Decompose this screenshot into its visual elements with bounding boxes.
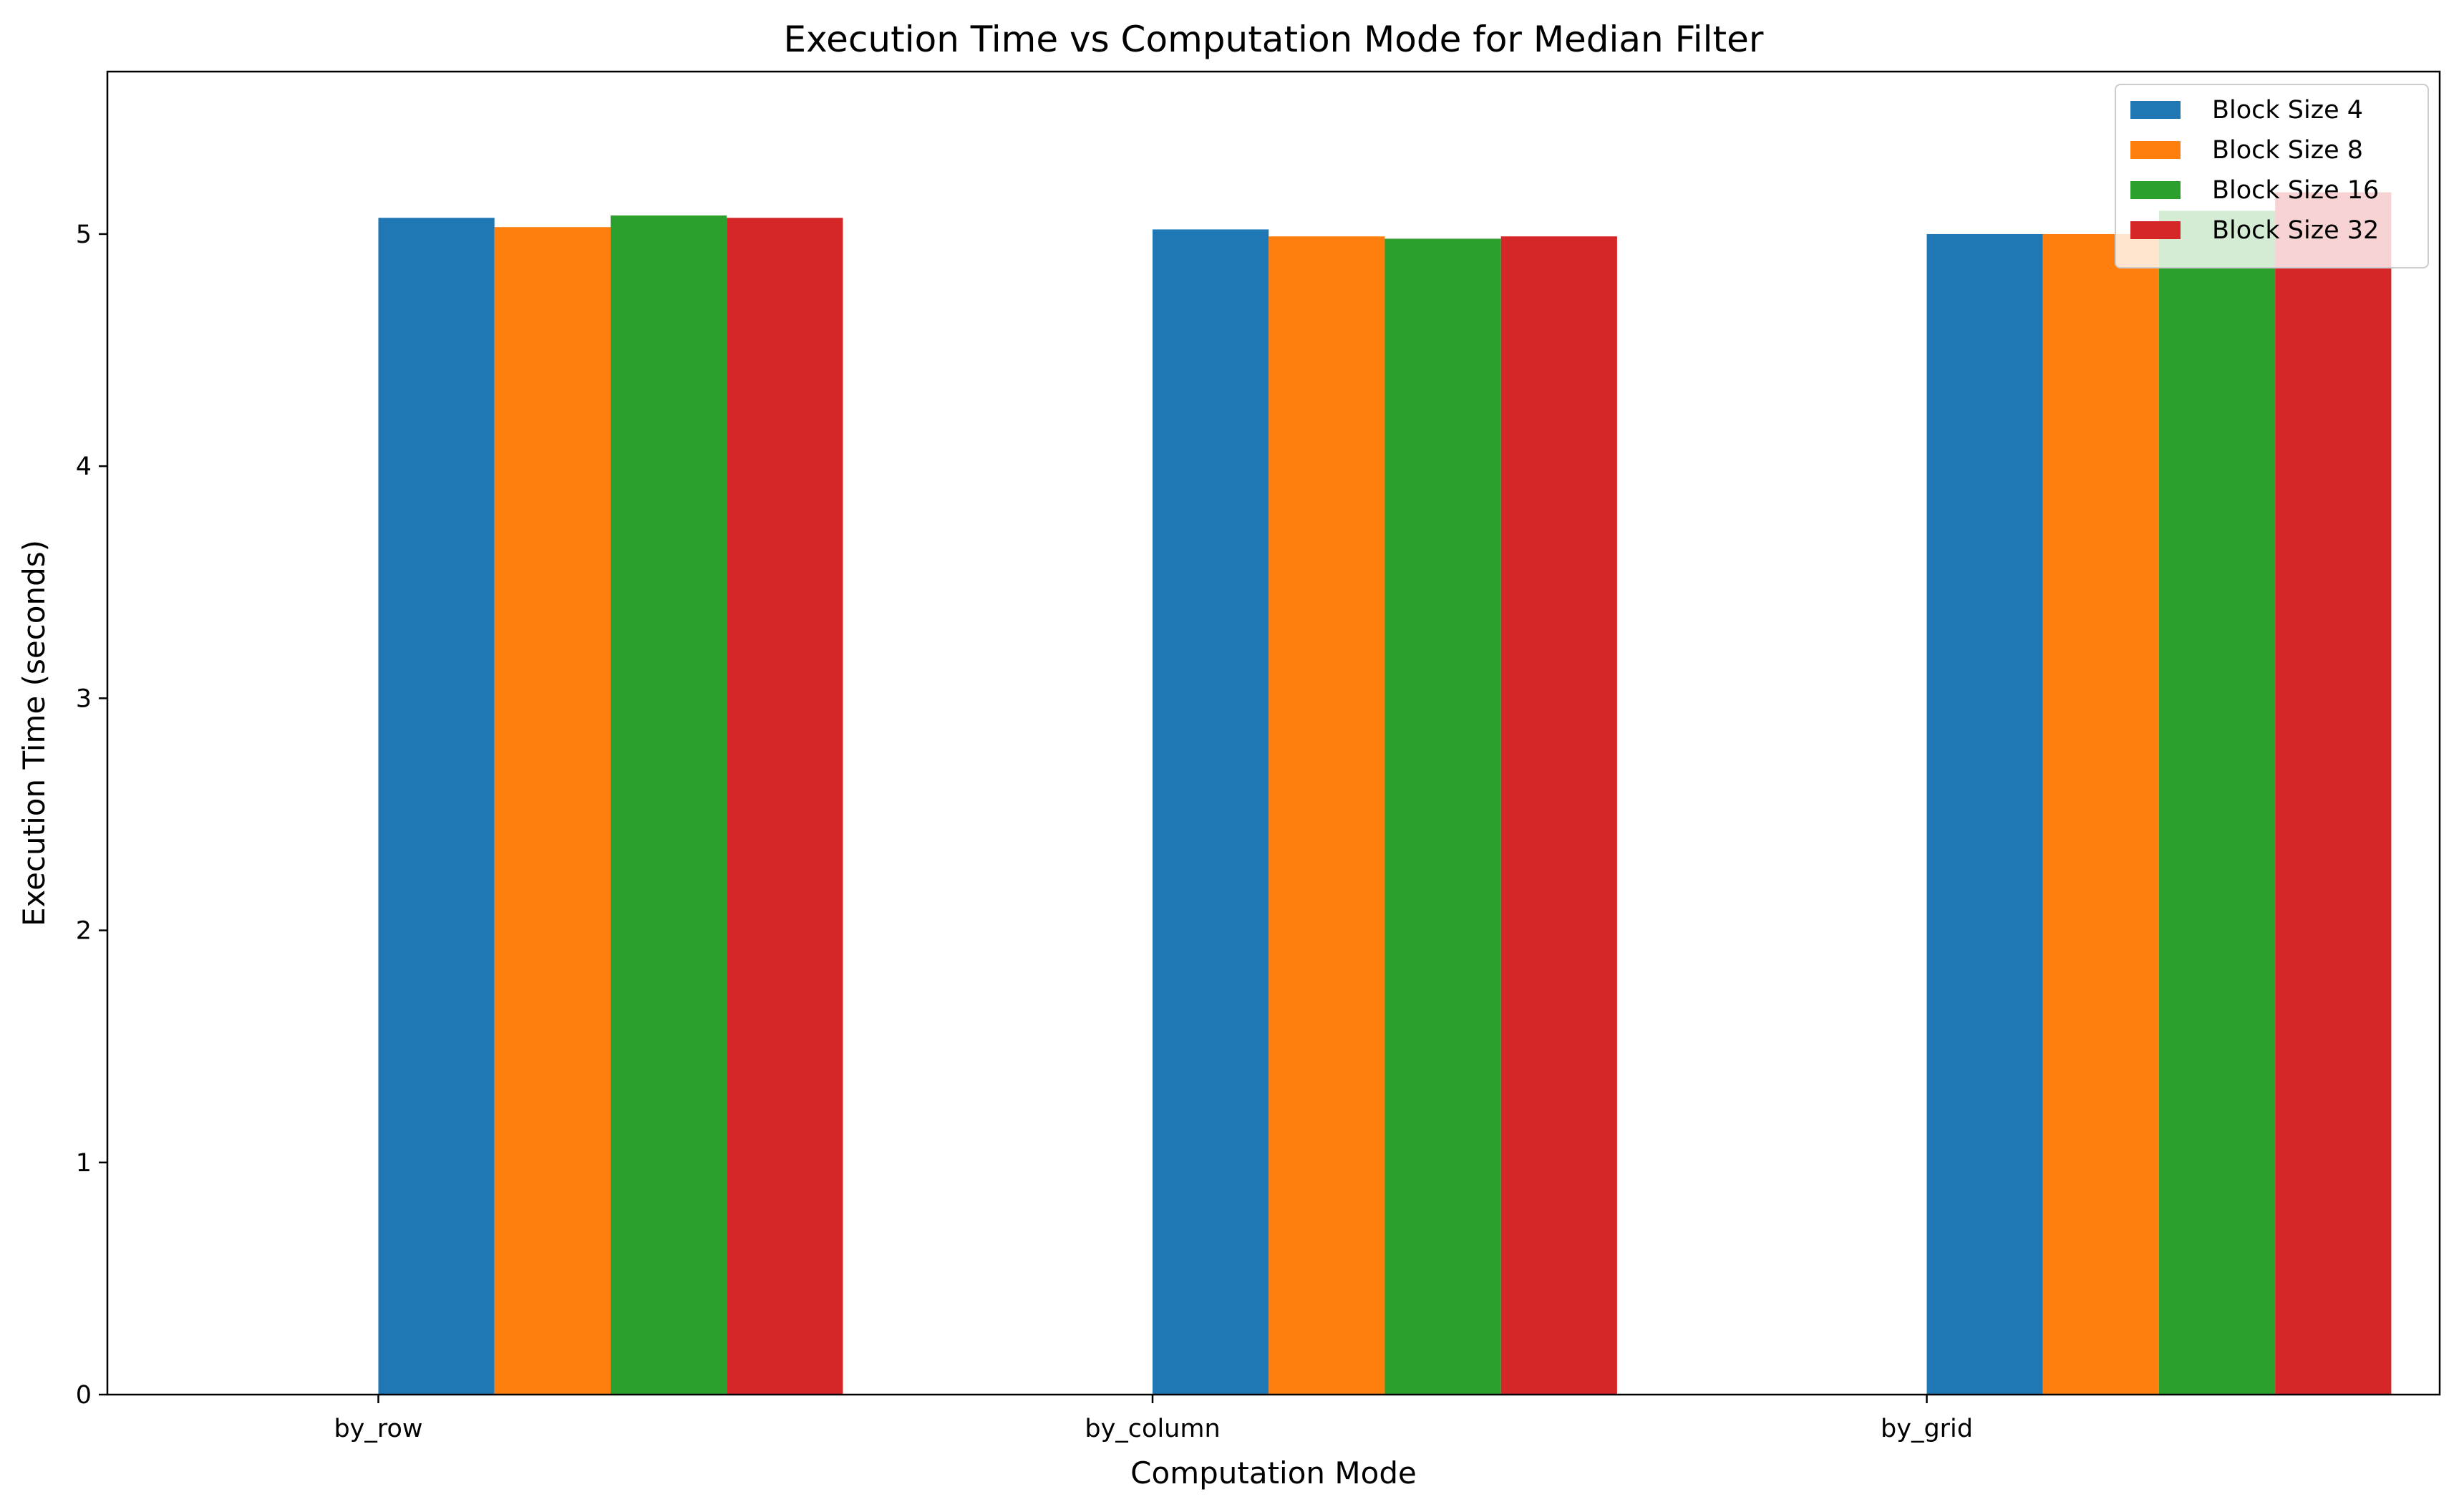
x-tick-label: by_row: [334, 1415, 422, 1443]
bar-by_grid-series-1: [2042, 233, 2159, 1395]
bar-by_grid-series-0: [1926, 233, 2043, 1395]
bar-by_row-series-3: [727, 218, 843, 1395]
legend: Block Size 4 Block Size 8 Block Size 16 Blo…: [2115, 84, 2429, 268]
y-tick-label: 0: [76, 1381, 92, 1410]
x-tick-label: by_grid: [1881, 1415, 1973, 1443]
y-axis-ticks: 0 1 2 3 4 5: [76, 220, 107, 1410]
bar-by_row-series-1: [494, 227, 611, 1395]
bar-by_column-series-0: [1153, 229, 1269, 1395]
bar-by_grid-series-3: [2275, 192, 2392, 1395]
legend-swatch: [2130, 181, 2181, 199]
bar-by_column-series-1: [1269, 236, 1385, 1395]
y-tick-label: 2: [76, 917, 92, 946]
x-axis-label: Computation Mode: [1130, 1455, 1417, 1491]
legend-label: Block Size 16: [2212, 176, 2379, 205]
bar-by_grid-series-2: [2158, 210, 2276, 1395]
y-tick-label: 1: [76, 1149, 92, 1178]
bar-group: [378, 192, 2392, 1395]
y-axis-label: Execution Time (seconds): [16, 540, 52, 926]
x-tick-label: by_column: [1085, 1415, 1220, 1443]
plot-frame: [106, 70, 2441, 1396]
y-tick-label: 3: [76, 684, 92, 713]
x-axis-ticks: by_row by_column by_grid: [334, 1395, 1973, 1443]
legend-label: Block Size 8: [2212, 136, 2363, 165]
legend-swatch: [2130, 141, 2181, 159]
legend-label: Block Size 32: [2212, 216, 2379, 245]
legend-label: Block Size 4: [2212, 96, 2363, 125]
legend-swatch: [2130, 221, 2181, 239]
chart-title: Execution Time vs Computation Mode for M…: [784, 19, 1764, 60]
y-tick-label: 5: [76, 220, 92, 249]
bar-by_column-series-2: [1384, 238, 1501, 1395]
bar-by_column-series-3: [1500, 236, 1617, 1395]
bar-by_row-series-2: [610, 215, 727, 1395]
y-tick-label: 4: [76, 452, 92, 481]
bar-by_row-series-0: [378, 218, 495, 1395]
legend-swatch: [2130, 101, 2181, 119]
legend-box: [2115, 84, 2429, 268]
